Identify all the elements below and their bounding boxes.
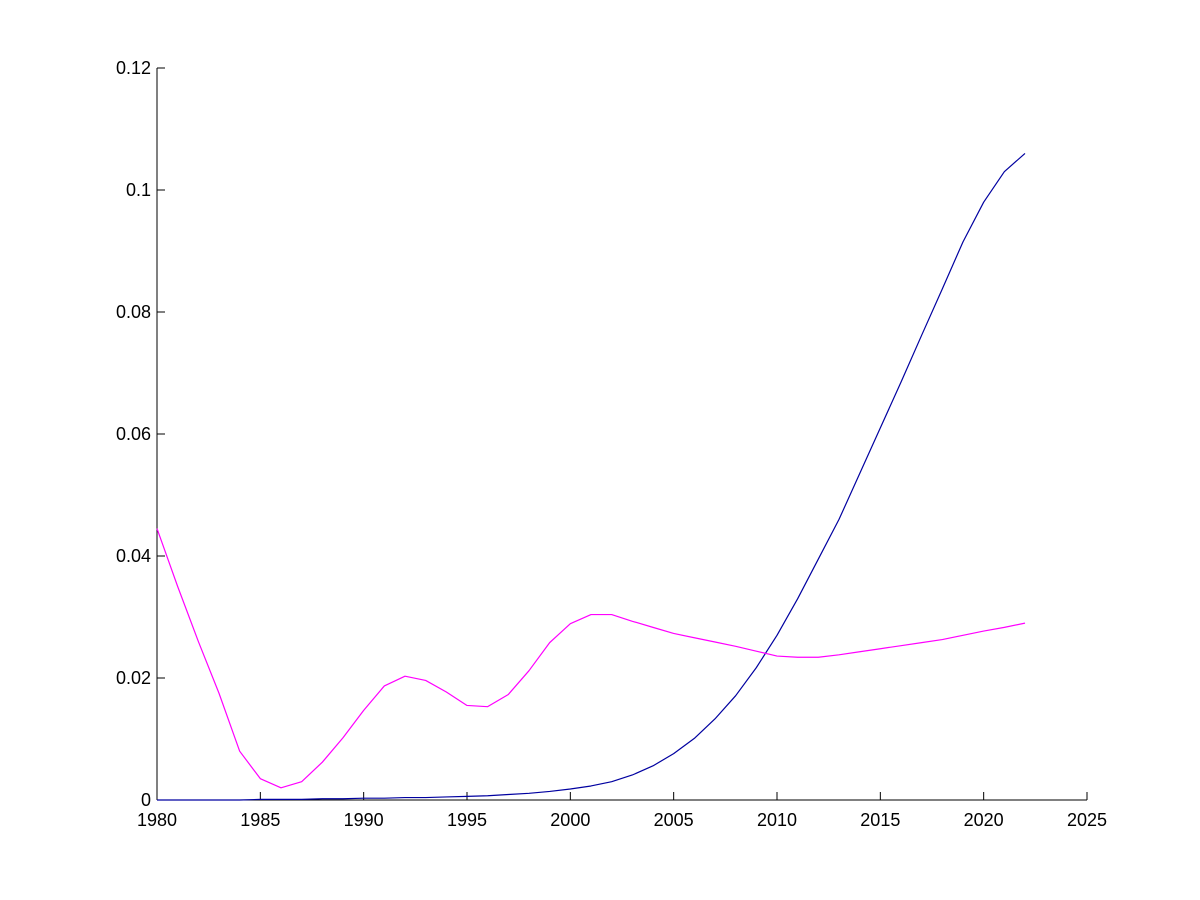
x-tick-label: 2000 [550,810,590,830]
x-tick-label: 1985 [240,810,280,830]
y-tick-label: 0.06 [116,424,151,444]
x-tick-label: 2015 [860,810,900,830]
series-line-1 [157,152,1026,801]
x-tick-label: 1995 [447,810,487,830]
series-group [156,152,1026,801]
x-tick-label: 1990 [344,810,384,830]
x-tick-label: 1980 [137,810,177,830]
y-tick-label: 0.02 [116,668,151,688]
y-tick-label: 0.04 [116,546,151,566]
y-tick-label: 0.1 [126,180,151,200]
y-tick-label: 0 [141,790,151,810]
x-tick-label: 2005 [654,810,694,830]
y-tick-label: 0.12 [116,58,151,78]
series-line-2 [156,528,1026,789]
y-tick-label: 0.08 [116,302,151,322]
x-tick-label: 2010 [757,810,797,830]
x-tick-label: 2020 [964,810,1004,830]
axes: 0 0.02 0.04 0.06 0.08 0.1 0.12 1980 1985 1990 1995… [116,58,1107,830]
x-tick-label: 2025 [1067,810,1107,830]
